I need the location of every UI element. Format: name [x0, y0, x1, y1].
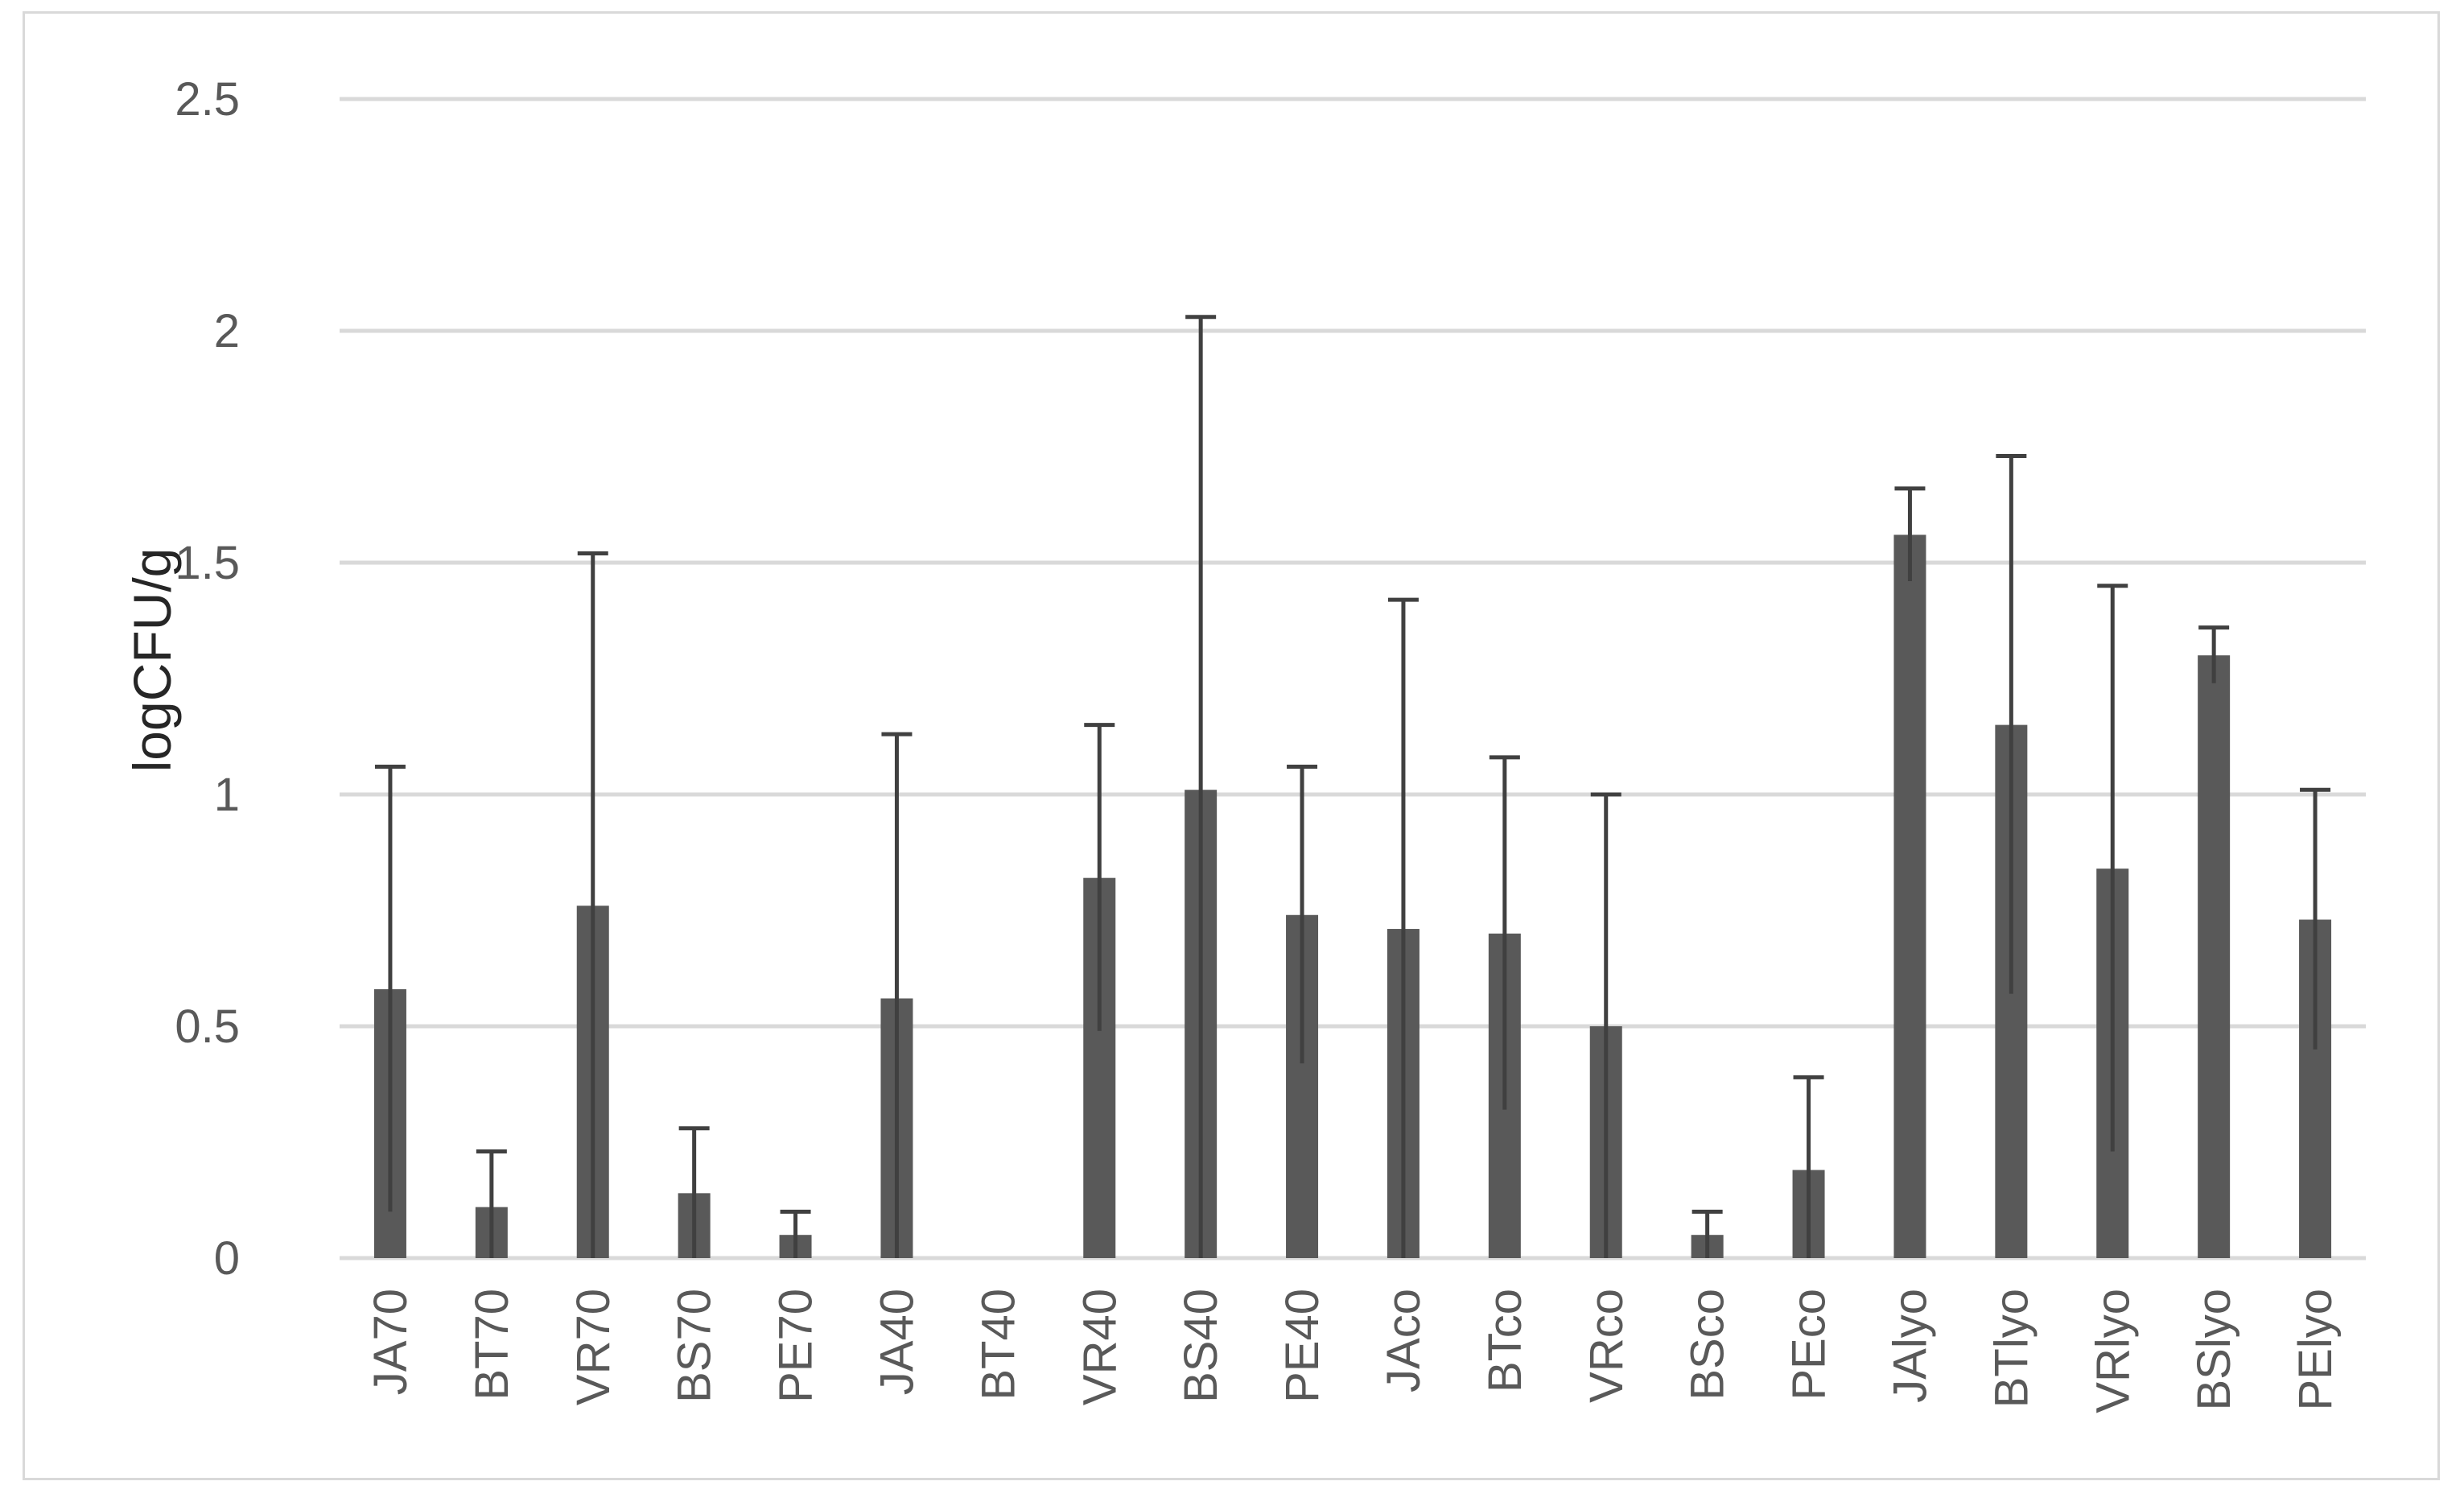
x-tick-label: VR40 [1073, 1289, 1126, 1405]
chart-frame [23, 11, 2440, 1480]
x-tick-label: JA40 [871, 1289, 923, 1395]
y-tick-label: 2.5 [175, 73, 240, 126]
y-tick-label: 1 [214, 769, 240, 821]
x-tick-label: VRlyo [2087, 1289, 2139, 1413]
x-tick-label: BSco [1682, 1289, 1734, 1401]
y-tick-label: 0 [214, 1232, 240, 1285]
x-tick-label: JAco [1378, 1289, 1430, 1393]
y-tick-label: 2 [214, 305, 240, 357]
x-tick-label: VRco [1580, 1289, 1633, 1403]
y-axis-ticks: 0 0.5 1 1.5 2 2.5 [175, 73, 240, 1285]
x-tick-label: VR70 [567, 1289, 620, 1405]
x-tick-label: BT40 [972, 1289, 1024, 1401]
x-tick-label: BS40 [1175, 1289, 1227, 1403]
y-axis-label: logCFU/g [122, 548, 182, 773]
bar-bslyo [2198, 655, 2231, 1258]
y-tick-label: 0.5 [175, 1001, 240, 1053]
x-tick-label: PEco [1783, 1289, 1836, 1401]
bar-jalyo [1893, 534, 1926, 1258]
x-tick-label: JA70 [365, 1289, 417, 1395]
bars [373, 534, 2332, 1258]
x-tick-label: JAlyo [1884, 1289, 1936, 1403]
x-tick-label: BTlyo [1985, 1289, 2038, 1408]
x-tick-label: PElyo [2289, 1289, 2342, 1411]
x-tick-label: BT70 [466, 1289, 518, 1401]
x-tick-label: PE70 [770, 1289, 822, 1403]
error-bars [374, 315, 2331, 1258]
x-axis-ticks: JA70 BT70 VR70 BS70 PE70 JA40 BT40 VR40 BS40 PE40… [365, 1289, 2342, 1413]
x-tick-label: BTco [1479, 1289, 1531, 1393]
x-tick-label: BS70 [669, 1289, 721, 1403]
x-tick-label: BSlyo [2188, 1289, 2240, 1411]
x-tick-label: PE40 [1276, 1289, 1329, 1403]
gridlines [340, 97, 2366, 1261]
y-tick-label: 1.5 [175, 537, 240, 589]
